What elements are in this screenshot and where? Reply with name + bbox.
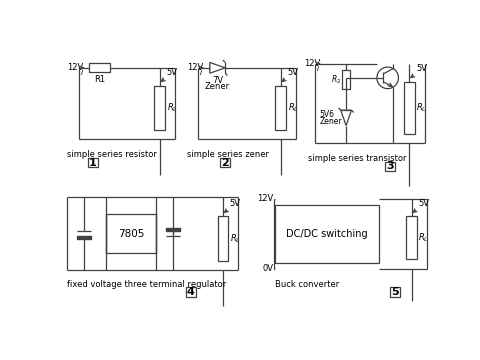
Bar: [385, 162, 395, 171]
Text: 5V: 5V: [230, 199, 241, 208]
Bar: [217, 216, 228, 261]
Text: 3: 3: [386, 161, 394, 171]
Bar: [404, 82, 415, 134]
Text: DC/DC switching: DC/DC switching: [287, 229, 368, 239]
Text: fixed voltage three terminal regulator: fixed voltage three terminal regulator: [67, 280, 227, 289]
Text: I: I: [317, 66, 319, 72]
Text: I: I: [200, 70, 202, 76]
Text: 5V6: 5V6: [319, 109, 334, 118]
Text: 0V: 0V: [263, 264, 274, 273]
Text: 7V: 7V: [212, 76, 223, 85]
Text: $R_L$: $R_L$: [416, 102, 427, 114]
Text: 5V: 5V: [419, 199, 430, 208]
Text: I: I: [81, 70, 83, 76]
Text: 12V: 12V: [304, 59, 320, 68]
Text: R1: R1: [94, 75, 105, 84]
Text: 5: 5: [391, 287, 398, 297]
Bar: [155, 86, 165, 130]
Bar: [186, 287, 195, 297]
Text: simple series zener: simple series zener: [187, 150, 269, 159]
Text: 12V: 12V: [67, 63, 84, 72]
Text: 2: 2: [221, 158, 229, 167]
Bar: [106, 214, 156, 253]
Bar: [88, 158, 98, 167]
Text: 5V: 5V: [167, 68, 178, 77]
Text: 4: 4: [187, 287, 194, 297]
Bar: [89, 63, 110, 72]
Bar: [275, 86, 286, 130]
Text: Zener: Zener: [319, 117, 342, 126]
Text: $R_L$: $R_L$: [419, 231, 429, 244]
Text: 5V: 5V: [416, 64, 427, 73]
Bar: [342, 70, 350, 89]
Bar: [275, 205, 379, 263]
Text: 12V: 12V: [257, 194, 274, 203]
Text: 7805: 7805: [118, 229, 144, 239]
Text: $R_2$: $R_2$: [331, 73, 341, 86]
Text: 1: 1: [89, 158, 96, 167]
Text: 5V: 5V: [288, 68, 299, 77]
Text: simple series transistor: simple series transistor: [308, 154, 406, 163]
Text: Buck converter: Buck converter: [275, 280, 339, 289]
Text: $R_L$: $R_L$: [230, 233, 240, 245]
Bar: [220, 158, 230, 167]
Text: simple series resistor: simple series resistor: [67, 150, 157, 159]
Text: $R_L$: $R_L$: [167, 102, 178, 114]
Bar: [406, 216, 417, 259]
Text: Zener: Zener: [205, 82, 230, 91]
Bar: [390, 287, 400, 297]
Text: 12V: 12V: [187, 63, 203, 72]
Text: $R_L$: $R_L$: [288, 102, 299, 114]
